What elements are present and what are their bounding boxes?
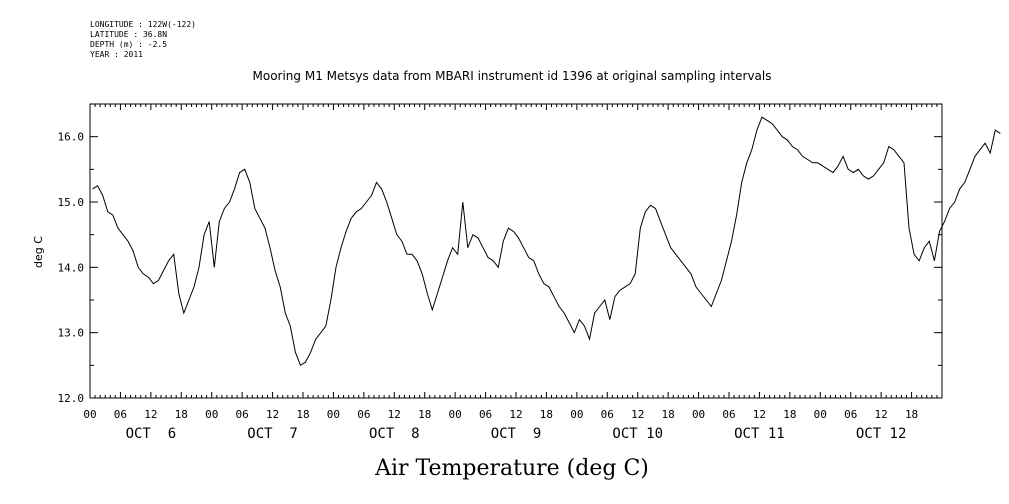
x-tick-label-20: 00: [692, 408, 705, 421]
x-tick-label-17: 06: [601, 408, 614, 421]
x-tick-label-8: 00: [327, 408, 340, 421]
x-tick-label-5: 06: [236, 408, 249, 421]
longitude-label: LONGITUDE : 122W(-122): [90, 20, 196, 29]
minor-ticks: [90, 168, 942, 366]
y-tick-label-1: 13.0: [58, 327, 85, 340]
x-tick-label-23: 18: [783, 408, 796, 421]
x-tick-label-7: 18: [296, 408, 309, 421]
day-label-6: OCT 12: [856, 426, 907, 442]
x-axis-label: Air Temperature (deg C): [374, 456, 649, 481]
x-tick-label-11: 18: [418, 408, 431, 421]
x-tick-label-26: 12: [875, 408, 888, 421]
x-tick-label-2: 12: [144, 408, 157, 421]
y-tick-label-4: 16.0: [58, 131, 85, 144]
x-axis-ticks: 00 06 12 18 00 06 12 18 00 06 12 18 00 06 12 18 00 06 12 18…: [83, 104, 943, 421]
x-tick-label-13: 06: [479, 408, 492, 421]
x-tick-label-4: 00: [205, 408, 218, 421]
x-tick-label-19: 18: [662, 408, 675, 421]
y-tick-label-2: 14.0: [58, 261, 85, 274]
x-tick-label-21: 06: [722, 408, 735, 421]
x-tick-label-15: 18: [540, 408, 553, 421]
x-tick-label-10: 12: [388, 408, 401, 421]
day-label-0: OCT 6: [126, 426, 177, 442]
day-label-2: OCT 8: [369, 426, 420, 442]
x-tick-label-1: 06: [114, 408, 127, 421]
x-tick-label-14: 12: [509, 408, 522, 421]
day-label-4: OCT 10: [612, 426, 663, 442]
y-axis-ticks: 12.0 13.0 14.0 15.0 16.0: [58, 131, 942, 405]
depth-label: DEPTH (m) : -2.5: [90, 40, 168, 49]
x-tick-label-12: 00: [449, 408, 462, 421]
x-tick-label-9: 06: [357, 408, 370, 421]
x-tick-label-22: 12: [753, 408, 766, 421]
y-tick-label-3: 15.0: [58, 196, 85, 209]
x-tick-label-6: 12: [266, 408, 279, 421]
plot-frame: [89, 103, 943, 399]
x-tick-label-25: 06: [844, 408, 857, 421]
y-axis-label: deg C: [32, 236, 45, 268]
day-label-1: OCT 7: [247, 426, 298, 442]
mooring-metadata: LONGITUDE : 122W(-122) LATITUDE : 36.8N DE…: [90, 20, 196, 60]
air-temperature-series-line: [92, 116, 1001, 367]
x-tick-label-0: 00: [83, 408, 96, 421]
day-labels: OCT 6 OCT 7 OCT 8 OCT 9 OCT 10 OCT 11 OCT 12: [126, 426, 907, 442]
day-label-3: OCT 9: [491, 426, 542, 442]
day-label-5: OCT 11: [734, 426, 785, 442]
x-tick-label-27: 18: [905, 408, 918, 421]
x-tick-label-16: 00: [570, 408, 583, 421]
chart-title: Mooring M1 Metsys data from MBARI instru…: [253, 69, 772, 83]
x-tick-label-3: 18: [175, 408, 188, 421]
x-tick-label-18: 12: [631, 408, 644, 421]
year-label: YEAR : 2011: [90, 50, 143, 59]
y-tick-label-0: 12.0: [58, 392, 85, 405]
latitude-label: LATITUDE : 36.8N: [90, 30, 168, 39]
x-tick-label-24: 00: [814, 408, 827, 421]
